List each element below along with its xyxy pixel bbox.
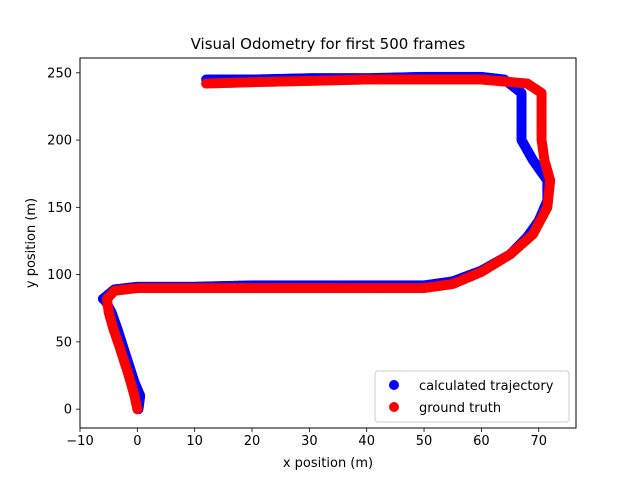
y-axis-label: y position (m) — [24, 198, 39, 288]
y-tick-label: 250 — [47, 66, 72, 81]
data-points — [97, 71, 556, 415]
data-point — [201, 78, 212, 89]
legend-marker-ground-truth — [389, 402, 399, 412]
y-tick-label: 150 — [47, 201, 72, 216]
x-tick-label: 30 — [301, 434, 318, 449]
legend: calculated trajectory ground truth — [374, 370, 570, 423]
legend-label-calculated: calculated trajectory — [419, 379, 554, 394]
legend-box — [374, 370, 570, 423]
chart-title: Visual Odometry for first 500 frames — [191, 35, 466, 53]
x-tick-label: 10 — [186, 434, 203, 449]
x-tick-label: 20 — [244, 434, 261, 449]
x-tick-label: 60 — [473, 434, 490, 449]
legend-label-ground-truth: ground truth — [419, 401, 501, 416]
y-tick-label: 50 — [55, 335, 72, 350]
series-1 — [101, 74, 556, 415]
y-tick-label: 0 — [64, 403, 72, 418]
plot-frame — [79, 57, 577, 429]
x-tick-label: 70 — [530, 434, 547, 449]
y-tick-label: 100 — [47, 268, 72, 283]
x-tick-label: 50 — [416, 434, 433, 449]
x-axis-label: x position (m) — [283, 456, 373, 471]
y-tick-label: 200 — [47, 134, 72, 149]
x-tick-label: 40 — [358, 434, 375, 449]
x-tick-label: 0 — [133, 434, 141, 449]
legend-marker-calculated — [389, 380, 399, 390]
axis-ticks: −10 0 10 20 30 40 50 60 70 0 50 100 150 200 250 — [47, 66, 547, 449]
x-tick-label: −10 — [66, 434, 93, 449]
